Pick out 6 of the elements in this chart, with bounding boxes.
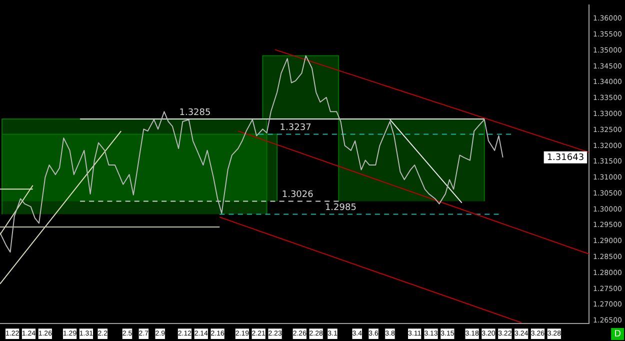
text: D <box>614 329 622 340</box>
annotation: 1.31643 <box>546 152 584 163</box>
annotation: 1.2985 <box>324 203 356 214</box>
annotation: 1.3026 <box>282 190 314 200</box>
annotation: 1.3285 <box>179 108 211 118</box>
annotation: 1.3237 <box>280 123 312 134</box>
